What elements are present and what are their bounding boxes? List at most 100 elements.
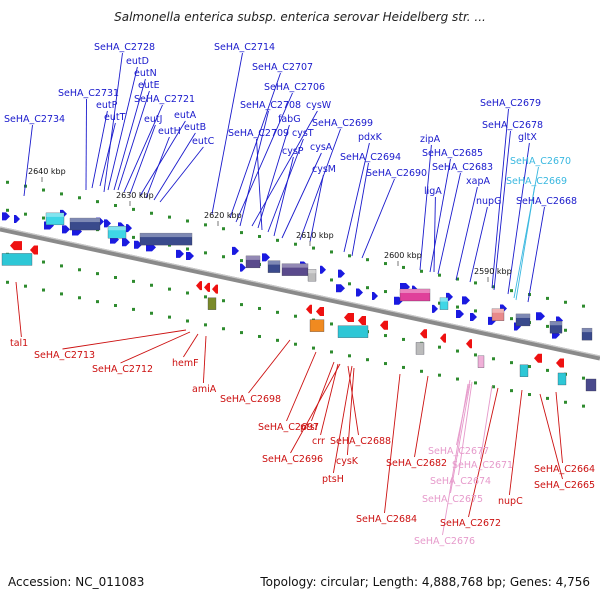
tick-mark xyxy=(186,319,189,323)
gene-label: SeHA_C2676 xyxy=(414,536,475,547)
leader-line xyxy=(281,152,322,239)
gene-label: cysP xyxy=(282,146,304,157)
leader-line xyxy=(468,387,499,518)
leader-line xyxy=(493,130,511,291)
tick-mark xyxy=(168,315,171,319)
leader-line xyxy=(507,142,530,295)
tick-mark xyxy=(366,358,369,362)
tick-mark xyxy=(240,331,243,335)
operon-block xyxy=(585,378,597,392)
tick-mark xyxy=(240,231,243,235)
gene-label: SeHA_C2697 xyxy=(258,422,319,433)
gene-label: eutD xyxy=(126,56,149,67)
leader-line xyxy=(332,365,353,474)
leader-line xyxy=(299,128,341,241)
reverse-gene-arrow xyxy=(380,320,388,330)
tick-mark xyxy=(150,211,153,215)
forward-gene-arrow xyxy=(2,212,10,221)
gene-label: SeHA_C2671 xyxy=(452,460,513,471)
gene-label: eutT xyxy=(104,112,126,123)
gene-label: tal1 xyxy=(10,338,28,349)
tick-mark xyxy=(438,273,441,277)
leader-line xyxy=(442,383,469,536)
forward-gene-arrow xyxy=(356,288,363,297)
tick-mark xyxy=(438,373,441,377)
leader-line xyxy=(346,367,355,456)
leader-line xyxy=(309,174,324,243)
operon-block xyxy=(477,355,485,368)
leader-line xyxy=(455,186,478,281)
gene-label: SeHA_C2698 xyxy=(220,394,281,405)
tick-mark xyxy=(132,207,135,211)
operon-block xyxy=(307,269,317,282)
leader-line xyxy=(91,110,108,189)
reverse-gene-arrow xyxy=(440,333,446,343)
tick-mark xyxy=(312,246,315,250)
tick-mark xyxy=(420,269,423,273)
gene-label: SeHA_C2728 xyxy=(94,42,155,53)
tick-mark xyxy=(168,287,171,291)
kbp-label: 2620 kbp xyxy=(204,211,242,220)
leader-line xyxy=(286,351,317,422)
gene-label: nupC xyxy=(498,496,523,507)
forward-gene-arrow xyxy=(122,238,130,247)
genome-backbone xyxy=(0,226,600,361)
tick-mark xyxy=(240,303,243,307)
tick-mark xyxy=(330,350,333,354)
tick-mark xyxy=(60,192,63,196)
leader-line xyxy=(361,178,395,259)
gene-label: fabG xyxy=(278,114,301,125)
gene-label: SeHA_C2664 xyxy=(534,464,595,475)
gene-label: ptsH xyxy=(322,474,344,485)
gene-label: SeHA_C2684 xyxy=(356,514,417,525)
tick-mark xyxy=(546,368,549,372)
forward-gene-arrow xyxy=(456,310,464,319)
tick-mark xyxy=(564,328,567,332)
leader-line xyxy=(515,186,535,301)
tick-mark xyxy=(114,276,117,280)
tick-mark xyxy=(348,254,351,258)
gene-label: eutN xyxy=(134,68,157,79)
leader-line xyxy=(202,335,207,384)
operon-block xyxy=(557,372,567,386)
leader-line xyxy=(429,158,451,273)
tick-mark xyxy=(384,262,387,266)
tick-mark xyxy=(78,296,81,300)
tick-mark xyxy=(78,268,81,272)
tick-mark xyxy=(420,369,423,373)
forward-gene-arrow xyxy=(262,253,270,262)
tick-mark xyxy=(186,247,189,251)
leader-line xyxy=(290,363,341,454)
gene-label: SeHA_C2696 xyxy=(262,454,323,465)
gene-label: ptsI xyxy=(300,422,318,433)
leader-line xyxy=(320,363,339,436)
leader-line xyxy=(139,120,186,197)
forward-gene-arrow xyxy=(462,296,470,305)
tick-mark xyxy=(150,283,153,287)
leader-line xyxy=(123,104,163,193)
forward-gene-arrow xyxy=(240,263,246,272)
forward-gene-arrow xyxy=(320,265,326,274)
leader-line xyxy=(62,329,187,350)
tick-mark xyxy=(42,188,45,192)
tick-mark xyxy=(204,251,207,255)
tick-mark xyxy=(456,277,459,281)
leader-line xyxy=(103,52,123,193)
tick-mark xyxy=(132,307,135,311)
leader-line xyxy=(256,138,263,231)
tick-mark xyxy=(564,300,567,304)
tick-mark xyxy=(294,314,297,318)
leader-line xyxy=(491,108,509,289)
leader-line xyxy=(239,110,269,227)
reverse-gene-arrow xyxy=(10,241,22,251)
tick-mark xyxy=(222,327,225,331)
operon-block xyxy=(309,319,325,332)
forward-gene-arrow xyxy=(372,291,378,300)
forward-gene-arrow xyxy=(14,215,20,224)
map-title: Salmonella enterica subsp. enterica sero… xyxy=(114,10,486,24)
gene-label: amiA xyxy=(192,384,217,395)
forward-gene-arrow xyxy=(126,224,132,233)
tick-mark xyxy=(312,346,315,350)
tick-mark xyxy=(528,393,531,397)
